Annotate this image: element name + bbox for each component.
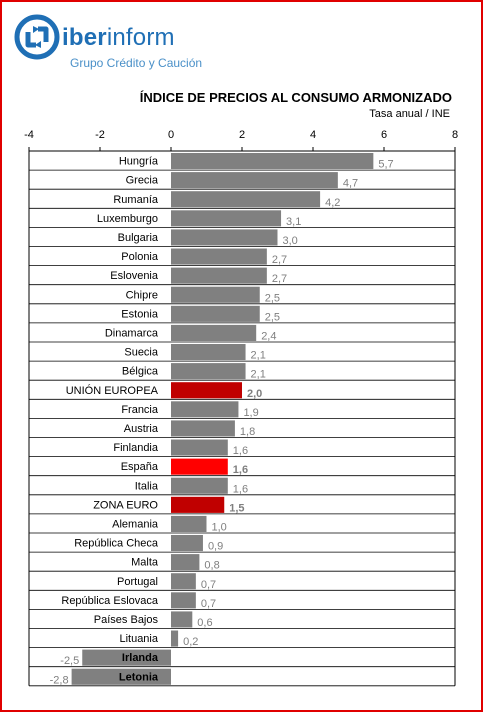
bar-union-europea (171, 382, 242, 399)
category-label-letonia: Letonia (119, 671, 159, 683)
bar-suecia (171, 344, 246, 361)
value-label-estonia: 2,5 (265, 311, 280, 323)
bar-alemania (171, 515, 207, 532)
value-label-eslovenia: 2,7 (272, 273, 287, 285)
category-label-rumania: Rumanía (113, 194, 159, 206)
value-label-alemania: 1,0 (212, 521, 227, 533)
value-label-grecia: 4,7 (343, 178, 358, 190)
value-label-luxemburgo: 3,1 (286, 216, 301, 228)
bar-francia (171, 401, 239, 418)
value-label-francia: 1,9 (243, 407, 258, 419)
value-label-dinamarca: 2,4 (261, 330, 276, 342)
bar-dinamarca (171, 324, 257, 341)
brand-name: iberinform (62, 24, 175, 52)
value-label-paises-bajos: 0,6 (197, 617, 212, 629)
bar-eslovenia (171, 267, 267, 284)
bar-finlandia (171, 439, 228, 456)
category-label-union-europea: UNIÓN EUROPEA (66, 384, 159, 397)
value-label-union-europea: 2,0 (247, 388, 262, 400)
value-label-polonia: 2,7 (272, 254, 287, 266)
category-label-finlandia: Finlandia (113, 442, 159, 454)
bar-rumania (171, 191, 321, 208)
category-label-polonia: Polonia (121, 251, 159, 263)
category-label-francia: Francia (121, 404, 159, 416)
value-label-letonia: -2,8 (50, 674, 69, 686)
category-label-estonia: Estonia (121, 308, 159, 320)
value-label-finlandia: 1,6 (233, 445, 248, 457)
chart-title: ÍNDICE DE PRECIOS AL CONSUMO ARMONIZADO (139, 90, 452, 105)
category-label-belgica: Bélgica (122, 366, 159, 378)
category-label-grecia: Grecia (126, 175, 159, 187)
value-label-hungria: 5,7 (378, 159, 393, 171)
bar-hungria (171, 153, 374, 170)
bar-belgica (171, 363, 246, 380)
category-label-irlanda: Irlanda (122, 652, 159, 664)
bar-italia (171, 477, 228, 494)
category-label-eslovenia: Eslovenia (110, 270, 159, 282)
bar-zona-euro (171, 496, 225, 513)
bar-espana (171, 458, 228, 475)
bar-irlanda (82, 649, 171, 666)
x-tick-label: 2 (239, 129, 245, 141)
iberinform-logo-icon (14, 14, 60, 60)
x-tick-label: 8 (452, 129, 458, 141)
bar-paises-bajos (171, 611, 193, 628)
bar-polonia (171, 248, 267, 265)
category-label-suecia: Suecia (124, 347, 159, 359)
bar-grecia (171, 172, 338, 189)
value-label-rumania: 4,2 (325, 197, 340, 209)
value-label-suecia: 2,1 (251, 350, 266, 362)
brand-rest: inform (106, 24, 175, 51)
value-label-zona-euro: 1,5 (229, 502, 244, 514)
bar-malta (171, 554, 200, 571)
category-label-republica-checa: República Checa (74, 538, 159, 550)
category-label-austria: Austria (124, 423, 159, 435)
bar-luxemburgo (171, 210, 282, 227)
bar-estonia (171, 305, 260, 322)
chart-subtitle: Tasa anual / INE (369, 108, 450, 120)
bar-lituania (171, 630, 179, 647)
bar-bulgaria (171, 229, 278, 246)
category-label-hungria: Hungría (119, 156, 159, 168)
category-label-dinamarca: Dinamarca (105, 327, 159, 339)
value-label-irlanda: -2,5 (60, 655, 79, 667)
value-label-lituania: 0,2 (183, 636, 198, 648)
bar-chipre (171, 286, 260, 303)
x-tick-label: -2 (95, 129, 105, 141)
category-label-italia: Italia (135, 480, 159, 492)
category-label-alemania: Alemania (112, 518, 159, 530)
x-tick-label: 4 (310, 129, 316, 141)
category-label-malta: Malta (131, 557, 159, 569)
category-label-paises-bajos: Países Bajos (94, 614, 159, 626)
x-tick-label: 0 (168, 129, 174, 141)
value-label-italia: 1,6 (233, 483, 248, 495)
category-label-espana: España (121, 461, 159, 473)
category-label-portugal: Portugal (117, 576, 158, 588)
x-tick-label: 6 (381, 129, 387, 141)
brand-tagline: Grupo Crédito y Caución (70, 56, 203, 70)
brand-bold: iber (62, 24, 107, 51)
category-label-bulgaria: Bulgaria (118, 232, 159, 244)
bar-republica-eslovaca (171, 592, 196, 609)
value-label-belgica: 2,1 (251, 369, 266, 381)
category-label-luxemburgo: Luxemburgo (97, 213, 158, 225)
value-label-espana: 1,6 (233, 464, 248, 476)
value-label-austria: 1,8 (240, 426, 255, 438)
x-tick-label: -4 (24, 129, 34, 141)
value-label-bulgaria: 3,0 (283, 235, 298, 247)
value-label-republica-eslovaca: 0,7 (201, 598, 216, 610)
value-label-portugal: 0,7 (201, 579, 216, 591)
category-label-republica-eslovaca: República Eslovaca (61, 595, 158, 607)
category-label-zona-euro: ZONA EURO (93, 499, 158, 511)
bar-republica-checa (171, 535, 203, 552)
value-label-malta: 0,8 (204, 560, 219, 572)
value-label-chipre: 2,5 (265, 292, 280, 304)
category-label-chipre: Chipre (126, 289, 158, 301)
value-label-republica-checa: 0,9 (208, 541, 223, 553)
bar-austria (171, 420, 235, 437)
bar-letonia (71, 668, 171, 685)
category-label-lituania: Lituania (119, 633, 158, 645)
bar-portugal (171, 573, 196, 590)
